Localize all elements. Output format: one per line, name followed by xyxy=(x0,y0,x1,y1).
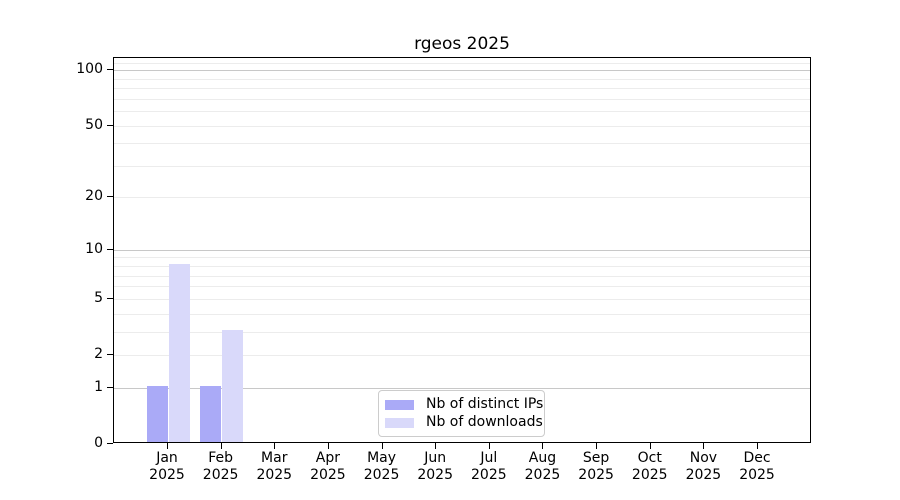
x-tick-month-jul: Jul xyxy=(480,450,498,466)
x-tick-mark-aug xyxy=(542,443,544,449)
gridline-minor-50 xyxy=(114,125,810,127)
gridline-minor-110 xyxy=(114,62,810,64)
x-tick-month-sep: Sep xyxy=(582,450,610,466)
x-tick-label-aug: Aug 2025 xyxy=(510,450,574,484)
gridline-minor-6 xyxy=(114,286,810,288)
x-tick-mark-sep xyxy=(596,443,598,449)
legend-swatch-downloads xyxy=(385,417,414,428)
x-tick-year-may: 2025 xyxy=(363,467,400,483)
legend-swatch-distinct-ips xyxy=(385,399,414,410)
x-tick-month-aug: Aug xyxy=(528,450,557,466)
x-tick-mark-may xyxy=(381,443,383,449)
y-tick-label-5: 5 xyxy=(94,289,103,306)
x-tick-year-dec: 2025 xyxy=(739,467,775,483)
x-tick-label-may: May 2025 xyxy=(350,450,414,484)
x-tick-mark-feb xyxy=(220,443,222,449)
x-tick-month-oct: Oct xyxy=(637,450,662,466)
legend-item-distinct-ips: Nb of distinct IPs xyxy=(385,396,543,413)
x-tick-mark-jun xyxy=(435,443,437,449)
y-tick-mark-20 xyxy=(107,196,113,198)
x-tick-month-nov: Nov xyxy=(689,450,718,466)
x-tick-month-mar: Mar xyxy=(261,450,288,466)
x-tick-label-jan: Jan 2025 xyxy=(135,450,199,484)
x-tick-label-apr: Apr 2025 xyxy=(296,450,360,484)
x-tick-year-jun: 2025 xyxy=(417,467,453,483)
x-tick-label-jul: Jul 2025 xyxy=(457,450,521,484)
gridline-major-10 xyxy=(114,249,810,251)
y-tick-mark-10 xyxy=(107,248,113,250)
x-tick-year-aug: 2025 xyxy=(524,467,561,483)
gridline-minor-60 xyxy=(114,111,810,113)
bar-nb-of-distinct-ips-feb xyxy=(200,385,222,442)
plot-area xyxy=(113,57,811,443)
x-tick-month-jun: Jun xyxy=(424,450,447,466)
x-tick-mark-oct xyxy=(649,443,651,449)
gridline-minor-90 xyxy=(114,78,810,80)
y-tick-label-20: 20 xyxy=(85,188,103,205)
y-tick-label-1: 1 xyxy=(94,378,103,395)
x-tick-month-dec: Dec xyxy=(743,450,771,466)
gridline-minor-30 xyxy=(114,165,810,167)
x-tick-year-oct: 2025 xyxy=(631,467,668,483)
x-tick-label-dec: Dec 2025 xyxy=(725,450,789,484)
y-tick-label-10: 10 xyxy=(85,240,103,257)
gridline-minor-8 xyxy=(114,266,810,268)
bar-nb-of-distinct-ips-jan xyxy=(146,385,168,442)
x-tick-label-feb: Feb 2025 xyxy=(189,450,253,484)
bar-nb-of-downloads-jan xyxy=(168,264,190,442)
y-tick-label-0: 0 xyxy=(94,435,103,451)
gridline-minor-7 xyxy=(114,275,810,277)
y-tick-mark-50 xyxy=(107,124,113,126)
x-tick-year-nov: 2025 xyxy=(685,467,722,483)
y-tick-label-50: 50 xyxy=(85,116,103,133)
y-tick-label-100: 100 xyxy=(76,61,103,78)
y-tick-mark-1 xyxy=(107,386,113,388)
x-tick-mark-dec xyxy=(757,443,759,449)
x-tick-month-may: May xyxy=(367,450,397,466)
legend: Nb of distinct IPs Nb of downloads xyxy=(378,390,545,437)
legend-item-downloads: Nb of downloads xyxy=(385,414,543,431)
chart-title: rgeos 2025 xyxy=(414,34,510,54)
x-tick-label-oct: Oct 2025 xyxy=(618,450,682,484)
x-tick-year-sep: 2025 xyxy=(578,467,614,483)
x-tick-month-jan: Jan xyxy=(156,450,178,466)
y-tick-mark-0 xyxy=(107,443,113,444)
gridline-major-1 xyxy=(114,387,810,389)
gridline-minor-2 xyxy=(114,355,810,356)
x-tick-year-feb: 2025 xyxy=(202,467,239,483)
gridline-minor-40 xyxy=(114,143,810,145)
x-tick-year-jul: 2025 xyxy=(471,467,507,483)
legend-label-distinct-ips: Nb of distinct IPs xyxy=(426,396,544,412)
x-tick-label-mar: Mar 2025 xyxy=(242,450,306,484)
x-tick-month-apr: Apr xyxy=(315,450,341,466)
x-tick-mark-mar xyxy=(274,443,276,449)
gridline-minor-3 xyxy=(114,331,810,333)
x-tick-label-jun: Jun 2025 xyxy=(403,450,467,484)
gridline-minor-70 xyxy=(114,98,810,100)
y-tick-mark-5 xyxy=(107,297,113,299)
x-tick-label-nov: Nov 2025 xyxy=(671,450,735,484)
gridline-minor-20 xyxy=(114,197,810,199)
x-tick-mark-jan xyxy=(167,443,168,449)
gridline-minor-4 xyxy=(114,313,810,315)
gridline-minor-80 xyxy=(114,88,810,90)
x-tick-mark-apr xyxy=(327,443,329,449)
x-tick-year-mar: 2025 xyxy=(256,467,293,483)
gridline-minor-9 xyxy=(114,257,810,259)
x-tick-mark-jul xyxy=(488,443,490,449)
bar-nb-of-downloads-feb xyxy=(222,329,244,442)
y-tick-mark-2 xyxy=(107,354,113,355)
x-tick-year-apr: 2025 xyxy=(310,467,346,483)
x-tick-month-feb: Feb xyxy=(208,450,234,466)
x-tick-year-jan: 2025 xyxy=(149,467,185,483)
x-tick-mark-nov xyxy=(703,443,705,449)
gridline-major-100 xyxy=(114,70,810,72)
x-tick-label-sep: Sep 2025 xyxy=(564,450,628,484)
y-tick-label-2: 2 xyxy=(94,346,103,362)
gridline-minor-5 xyxy=(114,298,810,300)
y-tick-mark-100 xyxy=(107,69,113,71)
legend-label-downloads: Nb of downloads xyxy=(426,414,543,430)
